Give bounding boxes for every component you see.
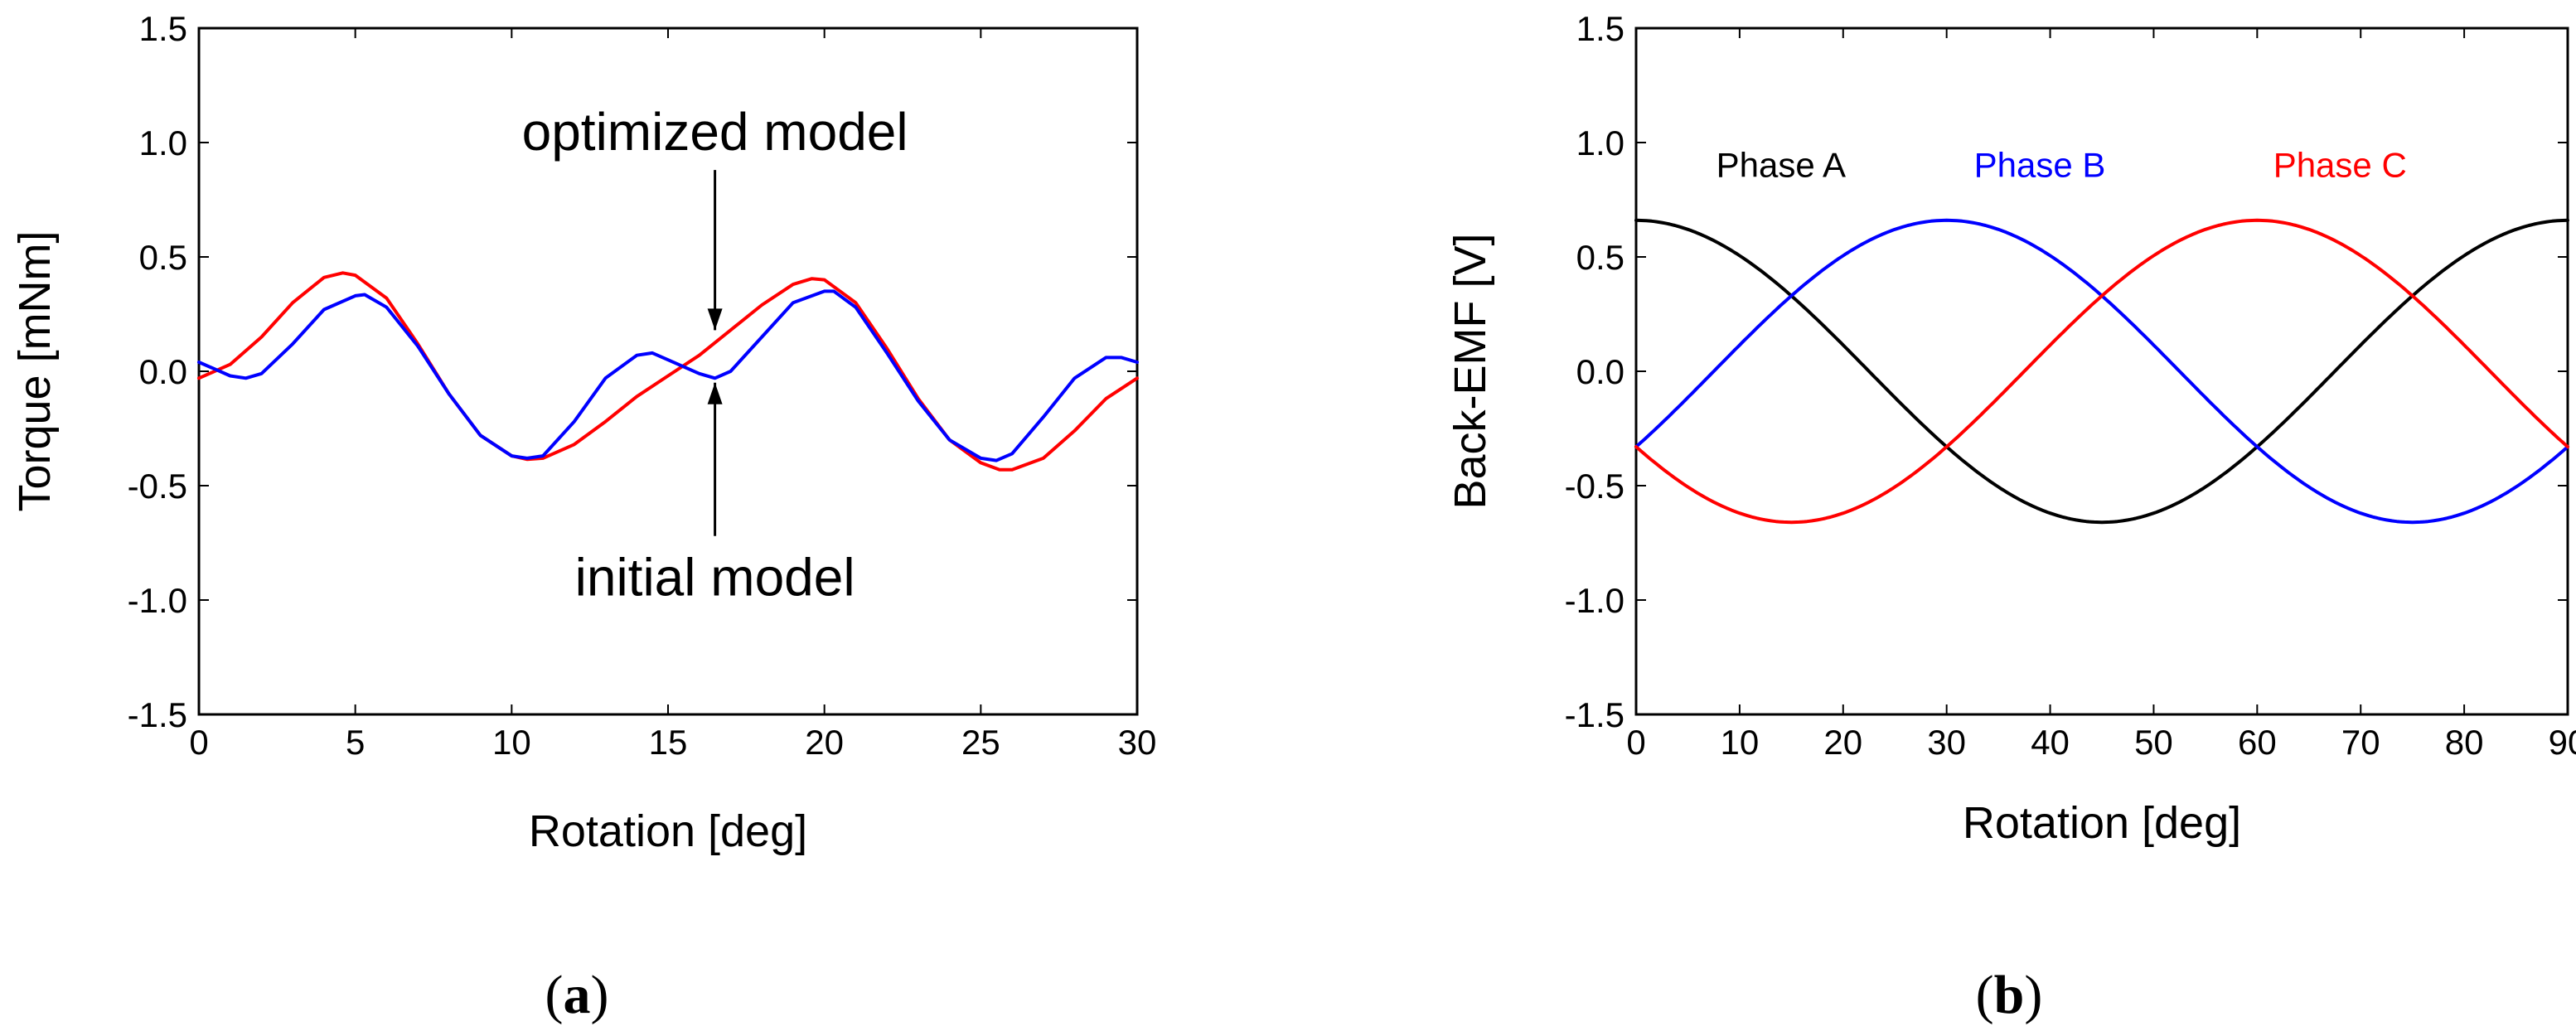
panel-b-caption-open: ( (1976, 965, 1994, 1025)
panel-b-series (1634, 218, 2569, 525)
y-tick-label: 1.0 (139, 123, 187, 162)
panel-a-caption: (a) (545, 965, 609, 1025)
y-tick-label: -1.0 (1565, 581, 1625, 620)
x-tick-label: 5 (346, 723, 365, 762)
panel-a-annotations: optimized model initial model (522, 102, 908, 607)
x-tick-label: 10 (492, 723, 531, 762)
series-line-phase-c (1634, 218, 2569, 525)
y-tick-label: -1.0 (128, 581, 187, 620)
series-line-phase-b (1634, 218, 2569, 525)
y-tick-label: -1.5 (1565, 695, 1625, 734)
panel-a-y-ticks: -1.5 -1.0 -0.5 0.0 0.5 1.0 1.5 (128, 9, 1137, 734)
y-tick-label: 1.0 (1576, 123, 1625, 162)
x-tick-label: 20 (805, 723, 844, 762)
series-label-phase-b: Phase B (1974, 145, 2106, 184)
panel-b-caption-letter: b (1994, 965, 2025, 1025)
panel-b-x-ticks: 0 10 20 30 40 50 60 70 80 90 (1626, 28, 2576, 762)
annotation-label: initial model (575, 548, 855, 607)
panel-b-x-axis-title: Rotation [deg] (1963, 798, 2241, 848)
panel-a-caption-open: ( (545, 965, 564, 1025)
x-tick-label: 80 (2445, 723, 2484, 762)
x-tick-label: 60 (2238, 723, 2277, 762)
panel-a-x-ticks: 0 5 10 15 20 25 30 (189, 28, 1156, 762)
annotation-arrow-head (707, 382, 723, 404)
x-tick-label: 0 (1626, 723, 1645, 762)
x-tick-label: 20 (1823, 723, 1862, 762)
panel-a-caption-close: ) (591, 965, 609, 1025)
series-line-initial-model (197, 289, 1139, 462)
panel-a-y-axis-title: Torque [mNm] (10, 230, 60, 511)
x-tick-label: 30 (1118, 723, 1157, 762)
x-tick-label: 25 (961, 723, 1000, 762)
series-label-phase-a: Phase A (1717, 145, 1846, 184)
panel-b-y-ticks: -1.5 -1.0 -0.5 0.0 0.5 1.0 1.5 (1565, 9, 2568, 734)
annotation-label: optimized model (522, 102, 908, 162)
panel-b-phase-labels: Phase A Phase B Phase C (1717, 145, 2407, 184)
panel-b-y-axis-title: Back-EMF [V] (1445, 233, 1495, 509)
x-tick-label: 15 (649, 723, 688, 762)
panel-b-plot-frame (1634, 27, 2569, 716)
x-tick-label: 50 (2134, 723, 2173, 762)
y-tick-label: 1.5 (1576, 9, 1625, 48)
series-line-phase-a (1634, 218, 2569, 525)
panel-b-caption-close: ) (2024, 965, 2042, 1025)
y-tick-label: 1.5 (139, 9, 187, 48)
annotation-arrow-head (707, 308, 723, 331)
panel-a-series (197, 271, 1139, 472)
y-tick-label: -0.5 (128, 467, 187, 506)
x-tick-label: 40 (2031, 723, 2070, 762)
series-label-phase-c: Phase C (2273, 145, 2407, 184)
x-tick-label: 70 (2341, 723, 2380, 762)
series-line-optimized-model (197, 271, 1139, 472)
panel-a-torque-chart: 0 5 10 15 20 25 30 -1.5 -1.0 -0.5 0.0 0.5 1.0 1.5 op… (10, 9, 1156, 1025)
x-tick-label: 10 (1721, 723, 1760, 762)
y-tick-label: -1.5 (128, 695, 187, 734)
x-tick-label: 0 (189, 723, 208, 762)
panel-a-x-axis-title: Rotation [deg] (529, 806, 807, 856)
y-tick-label: 0.0 (1576, 352, 1625, 391)
y-tick-label: 0.5 (1576, 238, 1625, 277)
x-tick-label: 30 (1927, 723, 1966, 762)
y-tick-label: 0.0 (139, 352, 187, 391)
x-tick-label: 90 (2549, 723, 2576, 762)
panel-b-caption: (b) (1976, 965, 2043, 1025)
panel-b-back-emf-chart: 0 10 20 30 40 50 60 70 80 90 -1.5 -1.0 -0.5 0.0 0.5 1.… (1445, 9, 2576, 1025)
panel-a-caption-letter: a (564, 965, 591, 1025)
y-tick-label: 0.5 (139, 238, 187, 277)
y-tick-label: -0.5 (1565, 467, 1625, 506)
